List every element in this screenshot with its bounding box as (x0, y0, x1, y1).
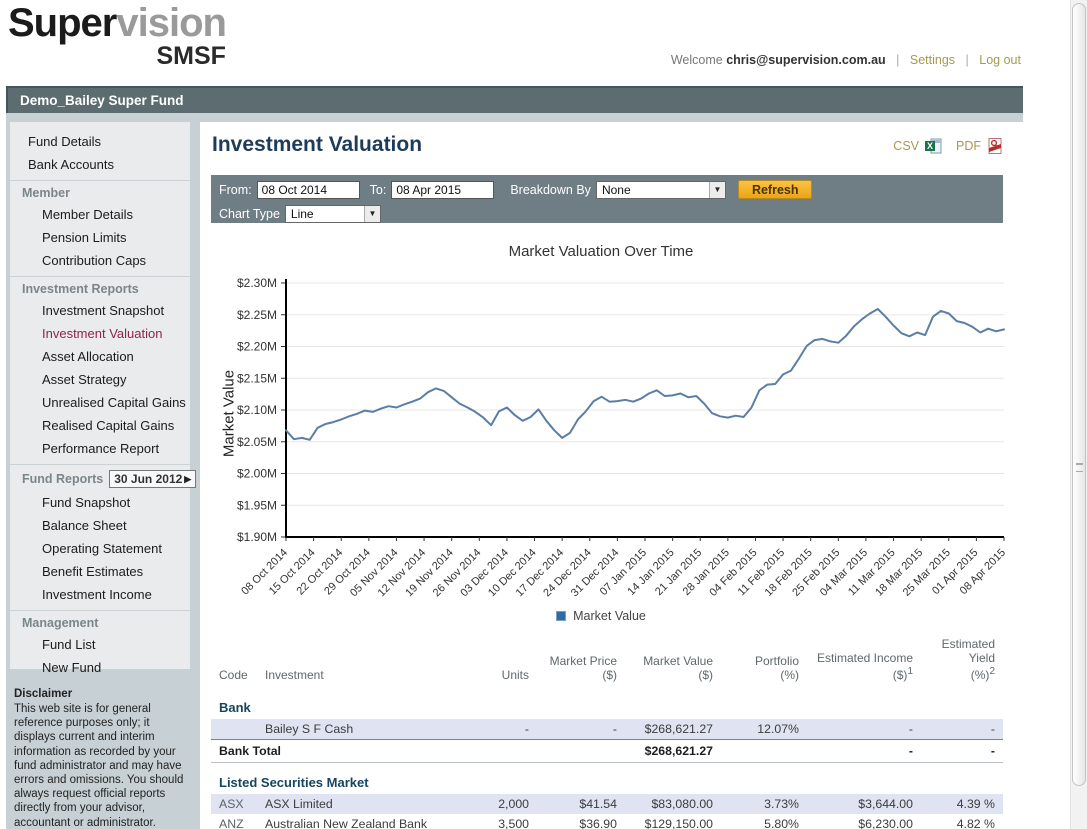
pdf-icon[interactable] (987, 138, 1003, 154)
excel-icon[interactable]: X (925, 138, 942, 154)
separator: | (896, 53, 900, 67)
breakdown-label: Breakdown By (510, 182, 591, 197)
sidebar-item-performance-report[interactable]: Performance Report (42, 441, 160, 456)
y-tick-label: $2.20M (237, 340, 277, 354)
export-links: CSV X PDF (893, 138, 1003, 154)
fund-name: Demo_Bailey Super Fund (20, 93, 184, 108)
y-tick-label: $2.15M (237, 371, 277, 385)
logo-word-vision: vision (116, 1, 227, 45)
svg-text:X: X (927, 141, 933, 151)
sidebar-item-asset-allocation[interactable]: Asset Allocation (42, 349, 134, 364)
to-label: To: (369, 182, 387, 197)
to-date-input[interactable] (391, 180, 495, 199)
fund-title-bar: Demo_Bailey Super Fund (6, 86, 1023, 113)
investments-table: Code Investment Units Market Price ($) Ma… (211, 635, 1003, 829)
from-label: From: (219, 182, 252, 197)
y-axis-label: Market Value (220, 369, 238, 458)
sidebar-nav: Fund Details Bank Accounts Member Member De… (10, 122, 197, 675)
sidebar-item-contribution-caps[interactable]: Contribution Caps (42, 253, 147, 268)
user-bar: Welcome chris@supervision.com.au | Setti… (671, 53, 1021, 67)
welcome-text: Welcome (670, 53, 723, 67)
header-market-price: Market Price ($) (549, 654, 617, 682)
legend-swatch-market-value (556, 611, 567, 621)
main-panel: Investment Valuation CSV X PDF From: To:… (200, 122, 1023, 829)
chart-plot-area: $2.30M $2.25M $2.20M $2.15M $2.10M $2.05M $2.0… (237, 276, 1008, 599)
fund-reports-date-selector[interactable]: 30 Jun 2012 ▶ (109, 470, 197, 488)
disclaimer-title: Disclaimer (14, 688, 73, 700)
scrollbar-thumb[interactable] (1072, 3, 1086, 786)
sidebar-item-benefit-estimates[interactable]: Benefit Estimates (42, 564, 144, 579)
header-estimated-yield: Estimated Yield (%)2 (941, 637, 995, 682)
from-date-input[interactable] (256, 180, 360, 199)
legend-label: Market Value (573, 609, 646, 623)
table-row: Bailey S F Cash - - $268,621.27 12.07% - - (211, 719, 1003, 740)
sidebar-item-new-fund[interactable]: New Fund (42, 660, 102, 675)
header-estimated-income: Estimated Income ($)1 (816, 651, 913, 682)
sidebar-item-operating-statement[interactable]: Operating Statement (42, 541, 162, 556)
y-tick-label: $2.30M (237, 276, 277, 290)
chart-title: Market Valuation Over Time (508, 243, 694, 260)
header-portfolio: Portfolio (%) (754, 654, 799, 682)
logo-word-smsf: SMSF (156, 42, 226, 70)
sidebar-section-member: Member (10, 180, 190, 203)
sidebar-item-pension-limits[interactable]: Pension Limits (42, 230, 127, 245)
header-units: Units (501, 668, 529, 682)
y-tick-label: $2.10M (237, 403, 277, 417)
disclaimer-text: This web site is for general reference p… (14, 703, 184, 829)
table-section-bank: Bank (211, 688, 1003, 719)
chevron-down-icon: ▼ (363, 205, 380, 222)
table-total-row: Bank Total $268,621.27- - (211, 739, 1003, 763)
separator: | (965, 53, 969, 67)
sidebar-item-member-details[interactable]: Member Details (42, 207, 134, 222)
breakdown-selected-value: None (601, 182, 631, 197)
logo-word-super: Super (8, 1, 117, 45)
filter-toolbar: From: To: Breakdown By None ▼ Refresh Ch… (211, 175, 1003, 223)
sidebar-item-fund-details[interactable]: Fund Details (28, 134, 101, 149)
table-row: ASX ASX Limited 2,000 $41.54 $83,080.00 3.73%… (211, 794, 1003, 814)
chart-legend: Market Value (211, 609, 991, 623)
vertical-scrollbar[interactable] (1070, 0, 1087, 829)
disclaimer: Disclaimer This web site is for general … (14, 688, 192, 829)
chart-type-select[interactable]: Line ▼ (284, 204, 381, 223)
sidebar-item-unrealised-capital-gains[interactable]: Unrealised Capital Gains (42, 395, 186, 410)
market-value-line (285, 308, 1005, 441)
csv-export-link[interactable]: CSV (893, 139, 919, 153)
y-tick-label: $2.05M (237, 435, 277, 449)
market-valuation-chart: Market Valuation Over Time Market Value … (211, 235, 1011, 635)
breakdown-select[interactable]: None ▼ (595, 180, 726, 199)
sidebar-item-bank-accounts[interactable]: Bank Accounts (28, 157, 114, 172)
refresh-button[interactable]: Refresh (737, 180, 813, 199)
sidebar-section-investment-reports: Investment Reports (10, 276, 190, 299)
header-market-value: Market Value ($) (643, 654, 713, 682)
sidebar-item-investment-snapshot[interactable]: Investment Snapshot (42, 303, 165, 318)
sidebar-item-investment-income[interactable]: Investment Income (42, 587, 152, 602)
table-header-row: Code Investment Units Market Price ($) Ma… (211, 635, 1003, 688)
page-title: Investment Valuation (212, 133, 423, 156)
logout-link[interactable]: Log out (979, 53, 1021, 67)
sidebar-item-asset-strategy[interactable]: Asset Strategy (42, 372, 127, 387)
y-tick-label: $2.00M (237, 467, 277, 481)
header-investment: Investment (265, 668, 324, 682)
header-code: Code (219, 668, 248, 682)
sidebar-item-investment-valuation[interactable]: Investment Valuation (42, 326, 163, 341)
sidebar-section-management: Management (10, 610, 190, 633)
table-row: ANZ Australian New Zealand Bank 3,500 $36.9… (219, 817, 995, 829)
app-logo: Supervision SMSF (8, 1, 227, 70)
settings-link[interactable]: Settings (909, 53, 956, 67)
table-section-listed-securities-market: Listed Securities Market (211, 762, 1003, 794)
sidebar-section-fund-reports: Fund Reports 30 Jun 2012 ▶ (10, 464, 197, 491)
right-arrow-icon: ▶ (184, 473, 192, 484)
chart-type-selected-value: Line (290, 206, 314, 221)
chart-type-label: Chart Type (219, 206, 280, 221)
y-tick-label: $1.95M (237, 498, 277, 512)
sidebar-item-balance-sheet[interactable]: Balance Sheet (42, 518, 127, 533)
sidebar-item-fund-list[interactable]: Fund List (42, 637, 96, 652)
pdf-export-link[interactable]: PDF (956, 139, 981, 153)
user-email: chris@supervision.com.au (726, 53, 886, 67)
sidebar-item-realised-capital-gains[interactable]: Realised Capital Gains (42, 418, 175, 433)
y-tick-label: $2.25M (237, 308, 277, 322)
chevron-down-icon: ▼ (708, 181, 725, 198)
y-tick-label: $1.90M (237, 530, 277, 544)
sidebar-item-fund-snapshot[interactable]: Fund Snapshot (42, 495, 131, 510)
